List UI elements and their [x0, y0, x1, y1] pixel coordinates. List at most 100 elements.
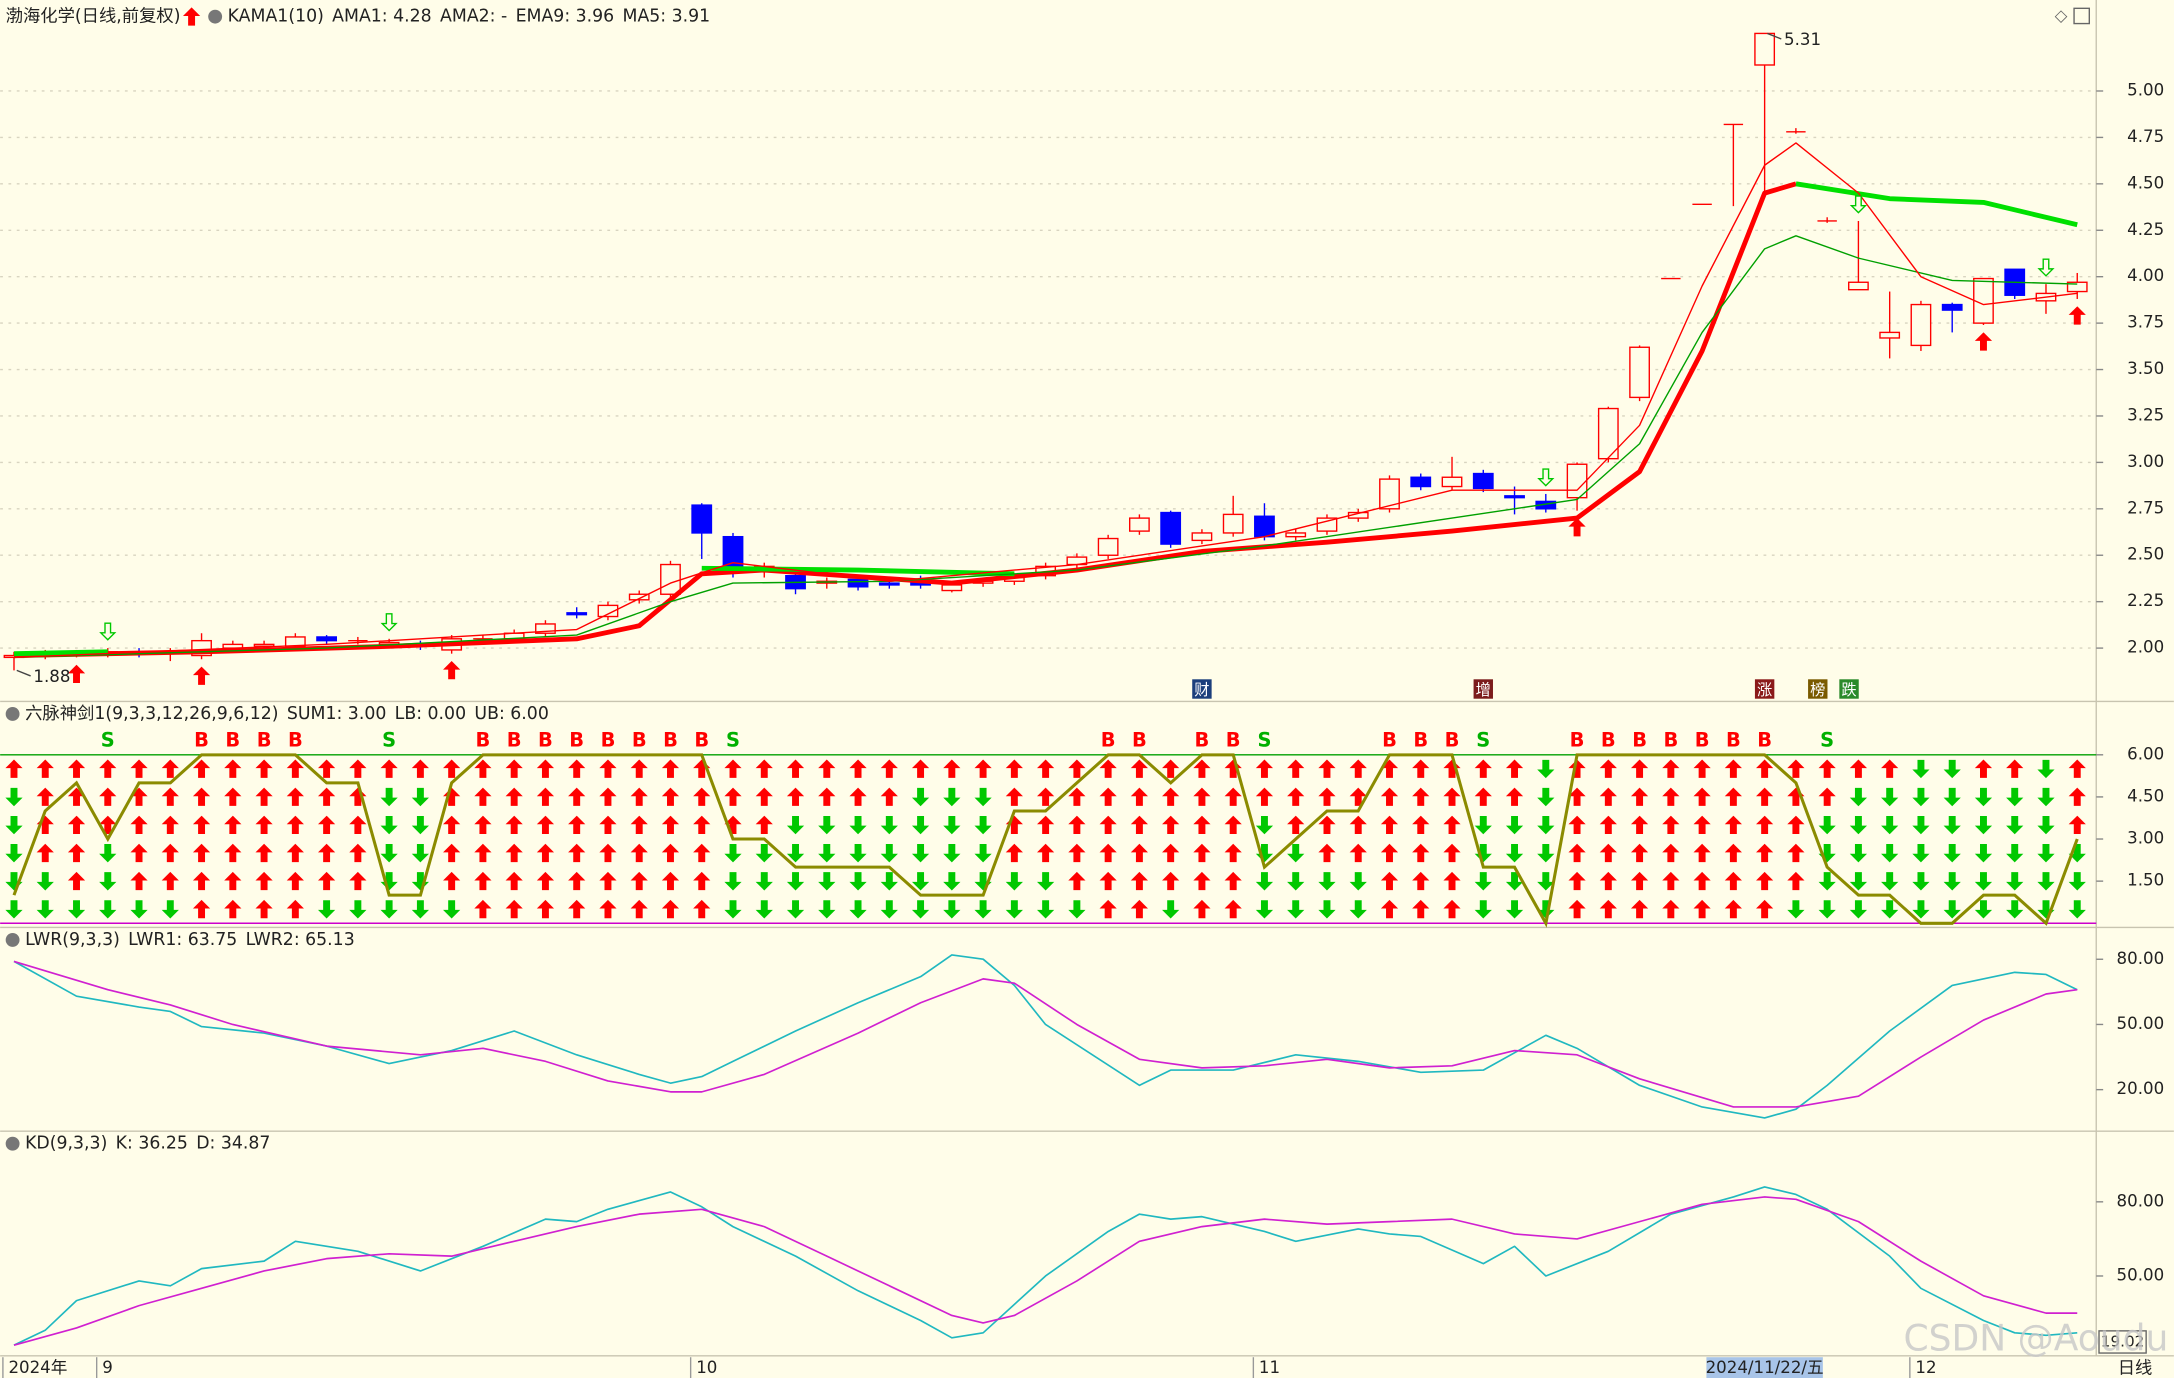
- up-arrow: [630, 871, 648, 891]
- up-arrow: [724, 787, 742, 806]
- legend-label: KAMA1(10): [228, 7, 324, 27]
- up-arrow: [255, 899, 273, 919]
- down-arrow: [380, 815, 398, 835]
- up-arrow: [1599, 815, 1617, 835]
- signal-label: B: [194, 728, 209, 751]
- up-arrow: [1099, 787, 1117, 806]
- up-arrow: [1224, 787, 1242, 806]
- legend-label: UB: 6.00: [474, 704, 548, 724]
- down-arrow: [1849, 195, 1868, 214]
- up-arrow: [1568, 899, 1586, 919]
- legend-label: 六脉神剑1(9,3,3,12,26,9,6,12): [25, 704, 278, 724]
- down-arrow: [1474, 900, 1492, 919]
- signal-label: B: [1132, 728, 1147, 751]
- down-arrow: [943, 844, 961, 863]
- up-arrow: [1318, 787, 1336, 806]
- up-arrow: [1412, 759, 1430, 778]
- legend-label: LB: 0.00: [395, 704, 466, 724]
- down-arrow: [2006, 872, 2024, 891]
- down-arrow: [1068, 900, 1086, 919]
- up-arrow: [1630, 787, 1649, 806]
- down-arrow: [818, 815, 836, 835]
- icon[interactable]: [2073, 7, 2091, 25]
- down-arrow: [974, 815, 992, 835]
- down-arrow: [1349, 900, 1367, 919]
- signal-label: B: [1445, 728, 1460, 751]
- down-arrow: [1943, 872, 1961, 891]
- up-arrow: [1130, 843, 1149, 863]
- candle-body: [691, 504, 713, 534]
- up-arrow: [192, 871, 211, 891]
- event-marker: [1192, 679, 1212, 699]
- up-arrow: [536, 759, 555, 778]
- up-arrow: [1037, 815, 1055, 835]
- up-arrow: [1068, 843, 1086, 863]
- up-arrow: [1099, 843, 1117, 863]
- signal-label: S: [382, 728, 396, 751]
- down-arrow: [1255, 815, 1274, 835]
- series-line: [13, 954, 2078, 1119]
- signal-label: B: [1663, 728, 1678, 751]
- candle-body: [1754, 32, 1776, 66]
- up-arrow: [67, 843, 86, 863]
- up-arrow: [317, 843, 336, 863]
- up-arrow: [568, 815, 586, 835]
- up-arrow: [411, 759, 429, 778]
- candle-body: [597, 604, 619, 618]
- up-arrow: [1380, 815, 1399, 835]
- up-arrow: [1630, 871, 1649, 891]
- panel-icon: [208, 9, 223, 24]
- up-arrow: [192, 666, 211, 685]
- up-arrow: [99, 787, 117, 806]
- up-arrow: [880, 759, 898, 778]
- up-arrow: [1130, 815, 1149, 835]
- up-arrow: [224, 787, 242, 806]
- up-arrow: [474, 787, 492, 806]
- up-arrow: [286, 843, 304, 863]
- up-arrow: [1756, 759, 1774, 778]
- down-arrow: [1881, 844, 1899, 863]
- x-tick-label: 11: [1259, 1358, 1280, 1377]
- down-arrow: [1849, 815, 1868, 835]
- up-arrow: [661, 899, 680, 919]
- up-arrow: [1787, 815, 1805, 835]
- down-arrow: [1537, 468, 1555, 487]
- signal-label: S: [1476, 728, 1490, 751]
- candle-body: [1191, 532, 1213, 542]
- y-tick-label: 2.75: [2127, 498, 2164, 517]
- up-arrow: [1756, 899, 1774, 919]
- up-arrow: [1787, 871, 1805, 891]
- down-arrow: [380, 613, 398, 632]
- up-arrow: [317, 815, 336, 835]
- y-tick-label: 80.00: [2117, 949, 2165, 968]
- down-arrow: [411, 844, 429, 863]
- up-arrow: [443, 871, 461, 891]
- up-arrow: [67, 664, 86, 684]
- y-tick-label: 3.00: [2127, 829, 2164, 848]
- signal-label: B: [632, 728, 647, 751]
- down-arrow: [1505, 815, 1524, 835]
- up-arrow: [630, 843, 648, 863]
- candle-body: [1129, 517, 1150, 532]
- legend-label: AMA1: 4.28: [332, 7, 432, 27]
- down-arrow: [411, 787, 429, 807]
- down-arrow: [1974, 872, 1993, 891]
- icon[interactable]: ◇: [2055, 6, 2068, 25]
- down-arrow: [1881, 900, 1899, 919]
- down-arrow: [1881, 872, 1899, 891]
- candle-body: [1410, 476, 1432, 488]
- signal-label: B: [1226, 728, 1241, 751]
- signal-label: B: [601, 728, 616, 751]
- down-arrow: [880, 815, 898, 835]
- up-arrow: [2006, 759, 2024, 778]
- legend-label: EMA9: 3.96: [516, 7, 615, 27]
- up-arrow: [786, 787, 805, 806]
- signal-label: B: [569, 728, 584, 751]
- up-arrow: [599, 787, 617, 806]
- up-arrow: [1568, 871, 1586, 891]
- up-arrow: [1037, 759, 1055, 778]
- panel-icon: [5, 707, 20, 721]
- up-arrow: [693, 843, 711, 863]
- down-arrow: [1005, 872, 1023, 891]
- down-arrow: [1818, 815, 1836, 835]
